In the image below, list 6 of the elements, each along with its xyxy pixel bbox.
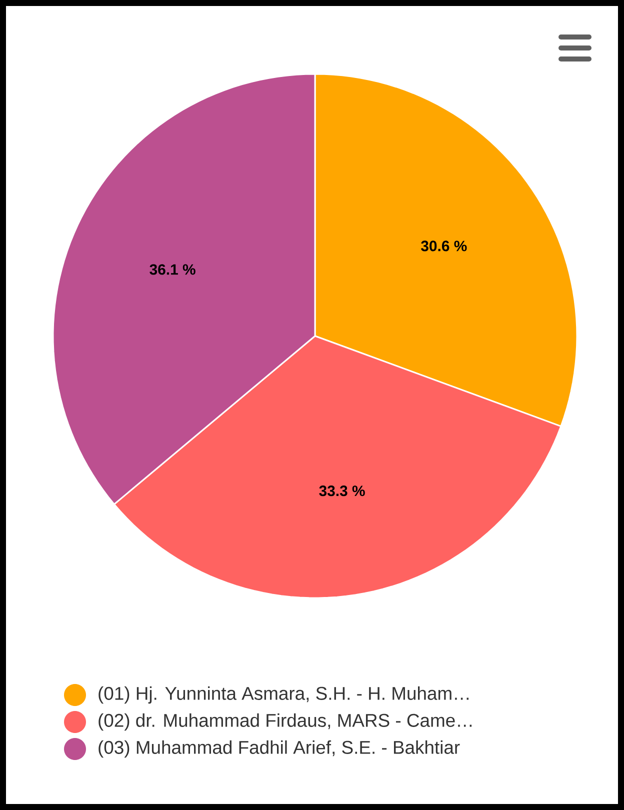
legend-label: (02) dr. Muhammad Firdaus, MARS - Came… <box>98 713 472 731</box>
legend-label: (03) Muhammad Fadhil Arief, S.E. - Bakhtiar <box>98 740 460 758</box>
data-label: 33.3 % <box>319 486 365 496</box>
legend-label: (01) Hj. Yunninta Asmara, S.H. - H. Muham… <box>98 686 469 704</box>
data-label: 36.1 % <box>150 264 196 275</box>
data-label: 30.6 % <box>420 240 467 252</box>
